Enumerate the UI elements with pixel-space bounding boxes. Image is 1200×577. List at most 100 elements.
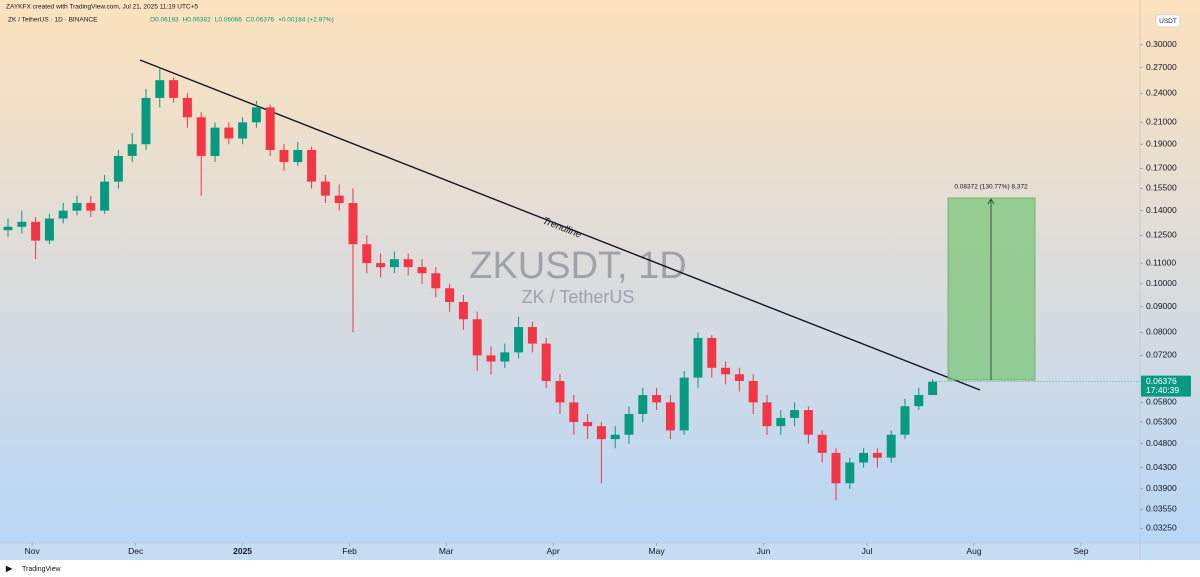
y-tick-label: 0.03550 xyxy=(1146,503,1177,513)
candle-body xyxy=(817,434,827,453)
currency-label[interactable]: USDT xyxy=(1159,18,1177,25)
candle-body xyxy=(458,302,468,320)
candle-body xyxy=(472,319,482,356)
brand-label: TradingView xyxy=(22,566,61,573)
candle-body xyxy=(44,218,54,241)
candle-body xyxy=(707,337,717,368)
watermark-title: ZKUSDT, 1D xyxy=(469,245,686,287)
candle-body xyxy=(872,452,882,458)
footer xyxy=(0,560,1200,577)
candle-body xyxy=(624,413,634,435)
symbol-text: ZK / TetherUS · 1D · BINANCE xyxy=(8,17,98,24)
candle-body xyxy=(514,327,524,353)
y-tick-label: 0.30000 xyxy=(1146,39,1177,49)
source-text: ZAYKFX created with TradingView.com, Jul… xyxy=(6,4,198,11)
y-tick-label: 0.19000 xyxy=(1146,138,1177,148)
legend-item: O0.06193 xyxy=(150,17,179,24)
y-tick-label: 0.27000 xyxy=(1146,62,1177,72)
y-tick-label: 0.05300 xyxy=(1146,416,1177,426)
candle-body xyxy=(196,117,206,156)
candle-body xyxy=(224,127,234,139)
candle-body xyxy=(928,381,938,396)
candle-body xyxy=(293,149,303,163)
x-tick-label: Sep xyxy=(1073,546,1088,556)
y-tick-label: 0.09000 xyxy=(1146,301,1177,311)
price-axis-background xyxy=(1140,0,1200,543)
candle-body xyxy=(486,355,496,362)
candle-body xyxy=(679,377,689,431)
candle-body xyxy=(320,181,330,196)
candle-body xyxy=(72,203,82,211)
legend-item: L0.06066 xyxy=(215,17,242,24)
candle-body xyxy=(845,462,855,484)
candle-body xyxy=(182,97,192,118)
candle-body xyxy=(127,144,137,156)
candle-body xyxy=(376,263,386,268)
candle-body xyxy=(886,434,896,458)
legend-item: H0.06382 xyxy=(183,17,212,24)
candle-body xyxy=(431,273,441,289)
candle-body xyxy=(748,380,758,403)
candle-body xyxy=(776,417,786,427)
candle-body xyxy=(569,402,579,423)
x-tick-label: Aug xyxy=(966,546,981,556)
y-tick-label: 0.03900 xyxy=(1146,483,1177,493)
candle-body xyxy=(58,210,68,219)
candle-body xyxy=(721,367,731,375)
candle-body xyxy=(596,426,606,440)
candle-body xyxy=(265,107,275,150)
legend-item: C0.06376 xyxy=(246,17,275,24)
candle-body xyxy=(762,402,772,427)
measure-arrow-head xyxy=(987,198,995,205)
x-tick-label: Jun xyxy=(757,546,771,556)
candle-body xyxy=(693,337,703,378)
y-tick-label: 0.14000 xyxy=(1146,205,1177,215)
currency-box[interactable] xyxy=(1155,14,1181,28)
candle-body xyxy=(541,343,551,381)
candle-body xyxy=(652,395,662,403)
candle-body xyxy=(790,410,800,418)
candle-body xyxy=(100,181,110,211)
y-tick-label: 0.08000 xyxy=(1146,327,1177,337)
y-tick-label: 0.24000 xyxy=(1146,88,1177,98)
legend-item: +0.00184 (+2.97%) xyxy=(278,17,334,24)
measure-box xyxy=(947,197,1036,381)
y-tick-label: 0.05800 xyxy=(1146,397,1177,407)
candle-body xyxy=(362,244,372,264)
y-tick-label: 0.10000 xyxy=(1146,278,1177,288)
candle-body xyxy=(914,395,924,407)
candle-body xyxy=(334,195,344,204)
x-tick-label: Mar xyxy=(439,546,454,556)
candle-body xyxy=(3,226,13,231)
candle-body xyxy=(859,452,869,463)
x-tick-label: 2025 xyxy=(233,546,252,556)
candle-body xyxy=(734,374,744,381)
trendline xyxy=(139,59,981,391)
y-tick-label: 0.03250 xyxy=(1146,523,1177,533)
x-tick-label: Dec xyxy=(128,546,144,556)
candle-body xyxy=(417,267,427,274)
last-price-label: 0.06376 xyxy=(1146,376,1177,386)
countdown-label: 17:40:39 xyxy=(1146,385,1179,395)
candle-body xyxy=(583,422,593,427)
candle-body xyxy=(141,97,151,145)
y-tick-label: 0.15500 xyxy=(1146,183,1177,193)
candle-body xyxy=(831,452,841,484)
y-tick-label: 0.21000 xyxy=(1146,117,1177,127)
x-tick-label: Feb xyxy=(342,546,357,556)
candle-body xyxy=(665,402,675,431)
candle-body xyxy=(155,80,165,98)
measure-label: 0.08372 (130.77%) 8,372 xyxy=(954,184,1028,191)
time-axis-background xyxy=(0,543,1200,560)
candle-body xyxy=(900,406,910,435)
candle-body xyxy=(527,327,537,344)
candle-body xyxy=(251,107,261,123)
x-tick-label: Apr xyxy=(546,546,559,556)
y-tick-label: 0.12500 xyxy=(1146,230,1177,240)
y-tick-label: 0.04800 xyxy=(1146,438,1177,448)
y-tick-label: 0.04300 xyxy=(1146,462,1177,472)
candle-body xyxy=(169,80,179,98)
brand-logo: ▶ xyxy=(5,564,13,573)
candle-body xyxy=(86,203,96,211)
